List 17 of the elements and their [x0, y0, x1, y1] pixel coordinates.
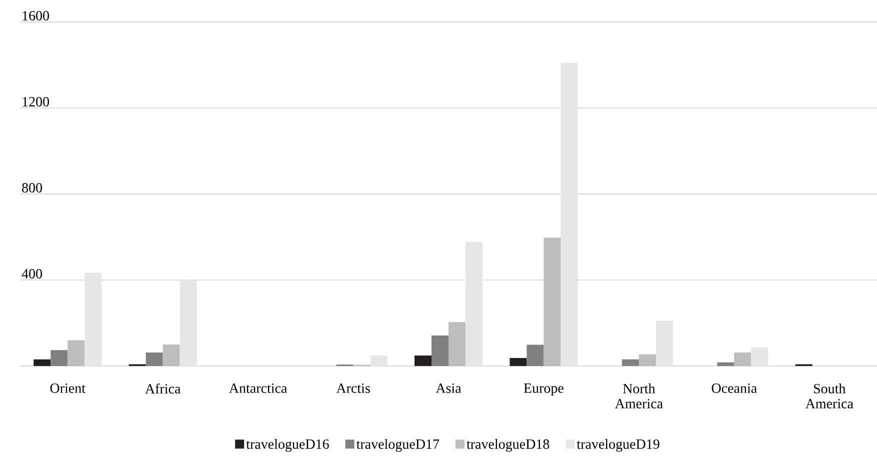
x-tick-label: North America [614, 384, 663, 408]
y-tick-label: 1200 [22, 97, 49, 106]
x-tick-label: South America [805, 384, 854, 408]
legend-label: travelogueD18 [466, 438, 550, 452]
x-tick-label: Africa [145, 384, 181, 394]
y-tick-label: 1600 [22, 11, 49, 20]
x-tick-label: Antarctica [229, 384, 288, 393]
x-tick-label: Orient [50, 384, 86, 393]
x-tick-label: Oceania [712, 384, 757, 393]
legend-label: travelogueD16 [246, 438, 329, 452]
y-tick-label: 800 [22, 183, 42, 192]
x-tick-label: Arctis [336, 384, 370, 393]
x-tick-label: Europe [524, 384, 564, 396]
x-tick-label: Asia [436, 384, 462, 393]
legend-label: travelogueD17 [356, 438, 440, 452]
legend-label: travelogueD19 [576, 438, 660, 452]
y-tick-label: 400 [22, 269, 42, 278]
